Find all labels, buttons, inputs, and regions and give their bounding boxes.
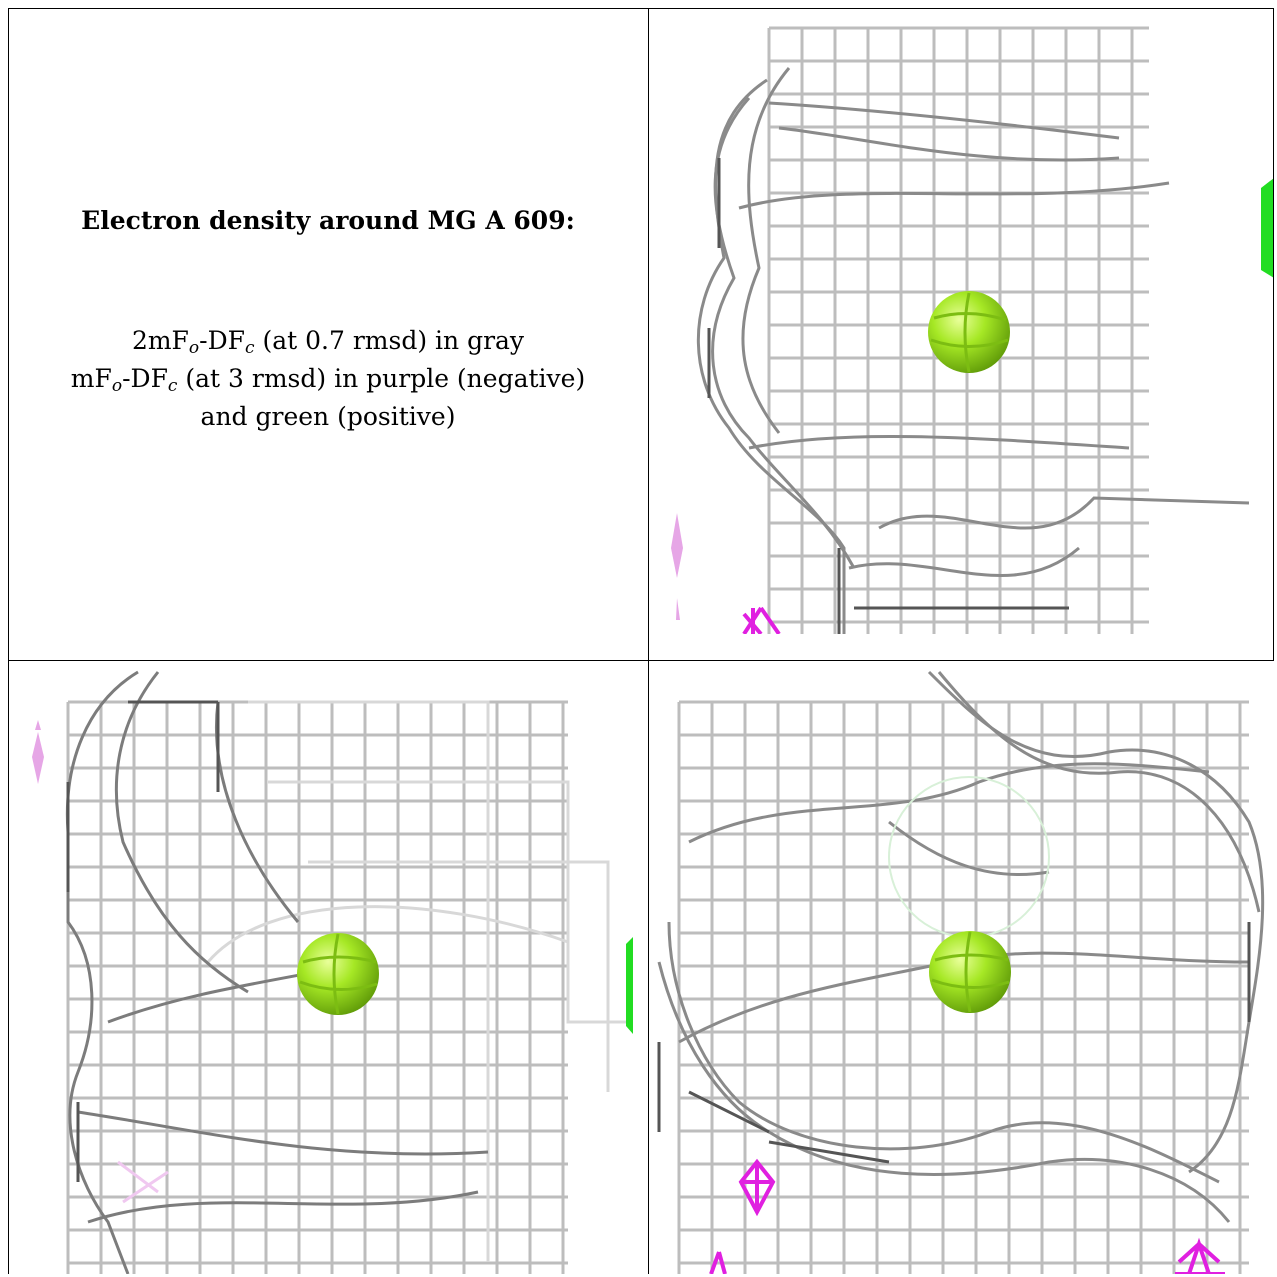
mg-ion-icon [928,291,1010,373]
negative-density-icon [711,1162,1225,1274]
table-rule-top [8,8,1274,9]
table-rule-center [648,8,649,1274]
caption-line-mfo: mFo-DFc (at 3 rmsd) in purple (negative) [8,360,648,398]
density-mesh-icon [649,8,1274,634]
caption-line-positive: and green (positive) [8,398,648,436]
density-mesh-icon [649,662,1274,1274]
view-bottom-left [8,662,633,1274]
figure-table: Electron density around MG A 609: 2mFo-D… [8,8,1274,1274]
table-rule-left [8,8,9,1274]
caption-legend: 2mFo-DFc (at 0.7 rmsd) in gray mFo-DFc (… [8,322,648,436]
view-top-right [649,8,1274,634]
caption-cell: Electron density around MG A 609: 2mFo-D… [8,8,648,660]
mg-ion-icon [929,931,1011,1013]
density-mesh-icon [8,662,633,1274]
view-bottom-right [649,662,1274,1274]
table-rule-middle [8,660,1274,661]
mg-ion-icon [297,933,379,1015]
caption-line-2mfo: 2mFo-DFc (at 0.7 rmsd) in gray [8,322,648,360]
positive-density-icon [626,937,633,1034]
negative-density-icon [32,732,44,784]
negative-density-icon [671,513,683,578]
caption-title: Electron density around MG A 609: [8,206,648,235]
table-rule-right [1273,8,1274,660]
